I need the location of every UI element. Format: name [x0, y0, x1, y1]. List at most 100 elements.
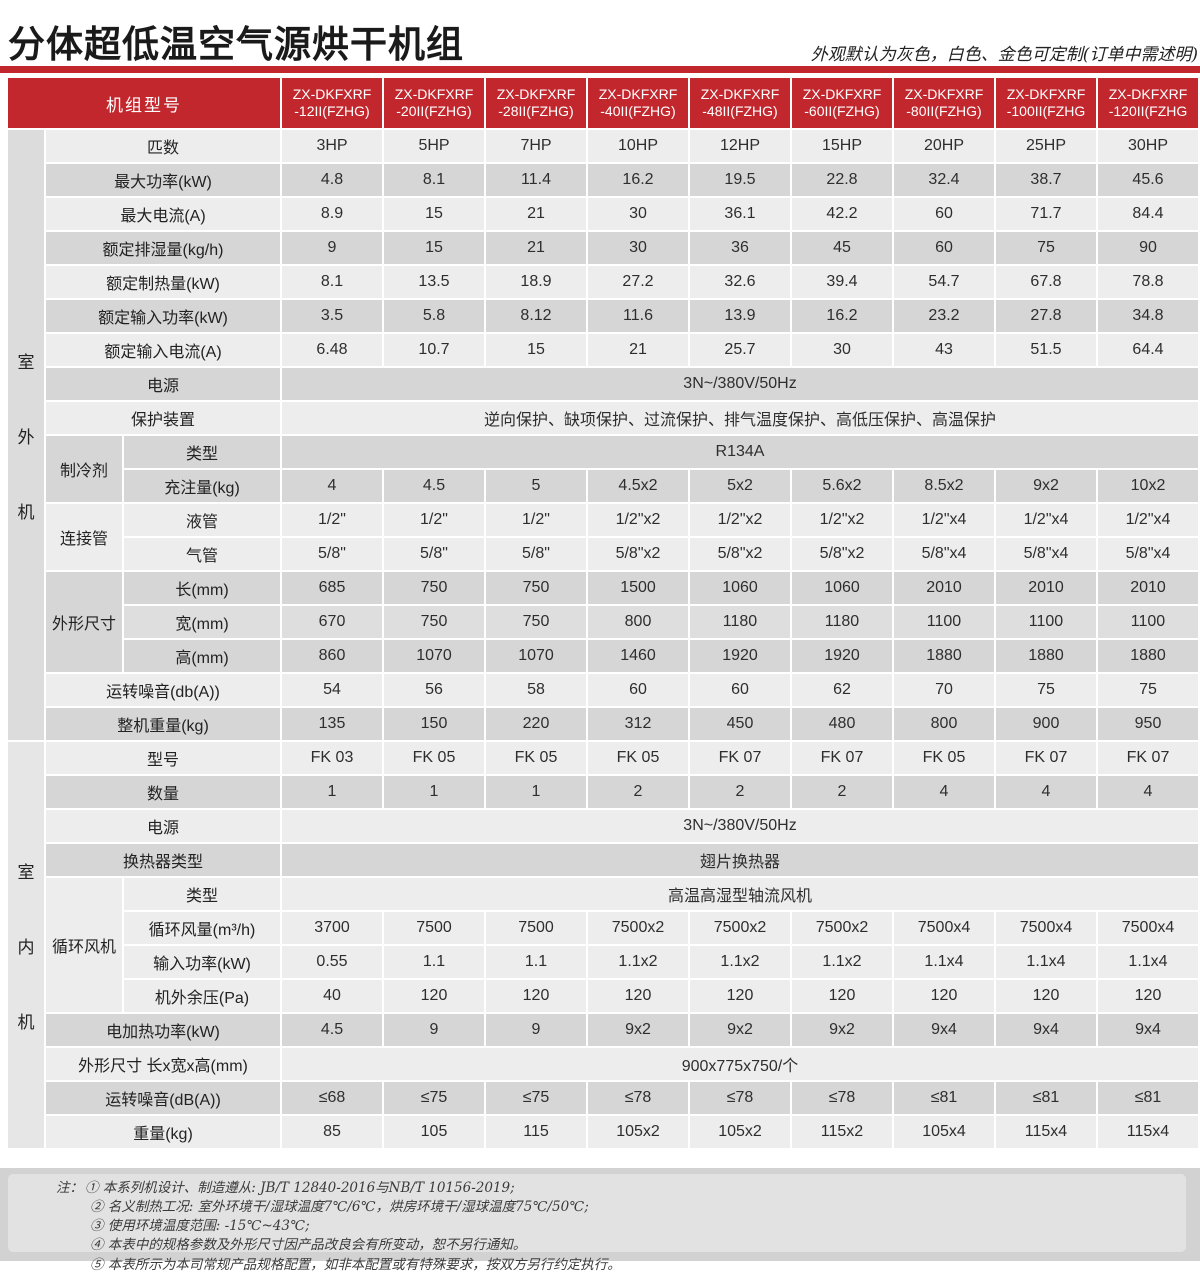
model-header-7: ZX-DKFXRF -100II(FZHG — [996, 78, 1096, 128]
spec-value: 1460 — [588, 640, 688, 672]
model-name-line1: ZX-DKFXRF — [700, 85, 780, 102]
spec-value: 8.1 — [282, 266, 382, 298]
spec-value: ≤68 — [282, 1082, 382, 1114]
spec-value: FK 05 — [384, 742, 484, 774]
spec-value: 1.1 — [486, 946, 586, 978]
customization-note: 外观默认为灰色，白色、金色可定制(订单中需述明) — [810, 45, 1198, 65]
spec-value: 5x2 — [690, 470, 790, 502]
spec-value: ≤78 — [588, 1082, 688, 1114]
table-row: 制冷剂 类型 R134A — [8, 436, 1198, 502]
spec-value: 450 — [690, 708, 790, 740]
model-header-2: ZX-DKFXRF -28II(FZHG) — [486, 78, 586, 128]
spec-value: 105x4 — [894, 1116, 994, 1148]
model-name-line1: ZX-DKFXRF — [292, 85, 372, 102]
spec-value: 40 — [282, 980, 382, 1012]
spec-value: 70 — [894, 674, 994, 706]
note-text: ④ 本表中的规格参数及外形尺寸因产品改良会有所变动，恕不另行通知。 — [90, 1237, 527, 1254]
spec-label: 保护装置 — [46, 402, 280, 434]
table-row: 外形尺寸 长x宽x高(mm) 900x775x750/个 — [8, 1048, 1198, 1080]
model-header-5: ZX-DKFXRF -60II(FZHG) — [792, 78, 892, 128]
side-label-section-1: 室内机 — [8, 742, 44, 1148]
spec-label: 数量 — [46, 776, 280, 808]
model-header-8: ZX-DKFXRF -120II(FZHG — [1098, 78, 1198, 128]
spec-value: 800 — [894, 708, 994, 740]
spec-value: 9 — [486, 1014, 586, 1046]
table-row: 输入功率(kW) 0.55 1.1 1.1 1.1x2 1.1x2 1.1x2 1.1x4 1.… — [8, 946, 1198, 978]
spec-value: 7500 — [384, 912, 484, 944]
spec-span-value: 3N~/380V/50Hz — [282, 368, 1198, 400]
spec-label: 电源 — [46, 810, 280, 842]
spec-value: 120 — [792, 980, 892, 1012]
spec-span-value: 3N~/380V/50Hz — [282, 810, 1198, 842]
spec-value: 58 — [486, 674, 586, 706]
spec-value: 900 — [996, 708, 1096, 740]
spec-span-value: 高温高湿型轴流风机 — [282, 878, 1198, 910]
table-row: 最大电流(A) 8.9 15 21 30 36.1 42.2 60 71.7 84.4 — [8, 198, 1198, 230]
note-text: ⑤ 本表所示为本司常规产品规格配置，如非本配置或有特殊要求，按双方另行约定执行。 — [90, 1256, 621, 1273]
spec-value: 21 — [486, 232, 586, 264]
spec-value: 4 — [894, 776, 994, 808]
table-row: 循环风机 类型 高温高湿型轴流风机 — [8, 878, 1198, 1012]
spec-value: 71.7 — [996, 198, 1096, 230]
spec-value: 1/2" — [384, 504, 484, 536]
spec-value: 670 — [282, 606, 382, 638]
spec-value: 1/2"x2 — [792, 504, 892, 536]
spec-value: 7500x2 — [588, 912, 688, 944]
spec-value: 2010 — [894, 572, 994, 604]
spec-label: 匹数 — [46, 130, 280, 162]
spec-value: 9x4 — [996, 1014, 1096, 1046]
spec-value: 105x2 — [588, 1116, 688, 1148]
model-name-line1: ZX-DKFXRF — [904, 85, 984, 102]
spec-table-body: 室外机匹数 3HP 5HP 7HP 10HP 12HP 15HP 20HP 25HP 30HP 最大… — [8, 130, 1198, 1148]
spec-value: 75 — [1098, 674, 1198, 706]
spec-value: 3HP — [282, 130, 382, 162]
note-line: 注： ① 本系列机设计、制造遵从: JB/T 12840-2016与NB/T 10… — [56, 1179, 1156, 1198]
spec-value: 13.5 — [384, 266, 484, 298]
table-row: 气管 5/8" 5/8" 5/8" 5/8"x2 5/8"x2 5/8"x2 5/8"x4 5/… — [8, 538, 1198, 570]
spec-value: ≤81 — [894, 1082, 994, 1114]
note-line: ⑤ 本表所示为本司常规产品规格配置，如非本配置或有特殊要求，按双方另行约定执行。 — [56, 1256, 1156, 1275]
spec-value: 120 — [486, 980, 586, 1012]
spec-value: 67.8 — [996, 266, 1096, 298]
spec-value: 9x4 — [1098, 1014, 1198, 1046]
spec-value: 120 — [1098, 980, 1198, 1012]
spec-sub-label: 机外余压(Pa) — [124, 980, 280, 1012]
side-label-char: 室 — [17, 352, 35, 372]
spec-value: 5/8" — [486, 538, 586, 570]
table-row: 外形尺寸 长(mm) 685 750 750 1500 1060 1060 2010 2010 20… — [8, 572, 1198, 672]
spec-value: 54 — [282, 674, 382, 706]
spec-value: 1100 — [894, 606, 994, 638]
spec-value: 4.5 — [384, 470, 484, 502]
table-row: 循环风量(m³/h) 3700 7500 7500 7500x2 7500x2 7500x2… — [8, 912, 1198, 944]
side-label-char: 内 — [17, 937, 35, 957]
group-label: 循环风机 — [46, 878, 122, 1012]
note-line: ③ 使用环境温度范围: -15℃~43℃; — [56, 1217, 1156, 1236]
spec-value: 1/2"x2 — [690, 504, 790, 536]
spec-value: 4 — [282, 470, 382, 502]
spec-label: 额定排湿量(kg/h) — [46, 232, 280, 264]
spec-value: 60 — [588, 674, 688, 706]
spec-value: 23.2 — [894, 300, 994, 332]
spec-value: 9x2 — [996, 470, 1096, 502]
spec-value: 62 — [792, 674, 892, 706]
table-row: 数量 1 1 1 2 2 2 4 4 4 — [8, 776, 1198, 808]
model-name-line1: ZX-DKFXRF — [802, 85, 882, 102]
spec-value: 120 — [996, 980, 1096, 1012]
side-label-chars: 室内机 — [8, 858, 44, 1033]
spec-value: 220 — [486, 708, 586, 740]
spec-value: 1.1 — [384, 946, 484, 978]
model-name-line2: -28II(FZHG) — [498, 103, 574, 119]
spec-value: 150 — [384, 708, 484, 740]
spec-value: 4 — [1098, 776, 1198, 808]
spec-value: ≤78 — [792, 1082, 892, 1114]
side-label-char: 机 — [17, 502, 35, 522]
table-row: 室内机型号 FK 03 FK 05 FK 05 FK 05 FK 07 FK 07 FK 05… — [8, 742, 1198, 1148]
spec-label: 电加热功率(kW) — [46, 1014, 280, 1046]
spec-value: 1180 — [792, 606, 892, 638]
side-label-section-0: 室外机 — [8, 130, 44, 740]
spec-value: 1060 — [690, 572, 790, 604]
spec-value: 5/8"x2 — [690, 538, 790, 570]
spec-value: 5/8"x2 — [792, 538, 892, 570]
spec-value: 6.48 — [282, 334, 382, 366]
notes-prefix: 注： — [56, 1180, 83, 1196]
